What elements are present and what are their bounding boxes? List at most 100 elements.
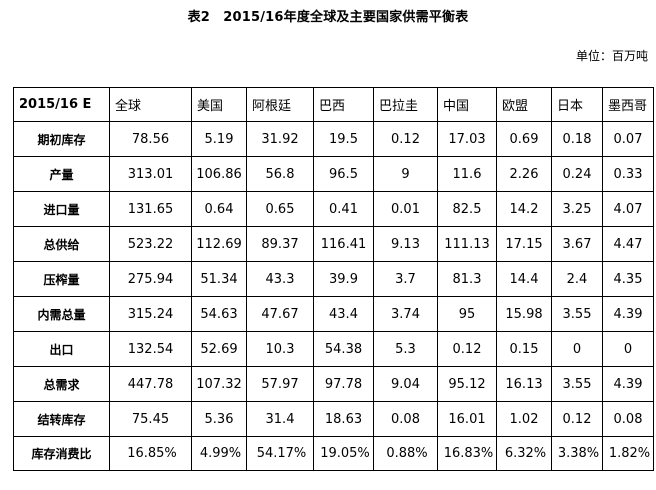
unit-label: 单位：百万吨 — [575, 49, 648, 63]
row-label: 库存消费比 — [13, 436, 110, 471]
column-header: 欧盟 — [496, 87, 552, 122]
column-header: 阿根廷 — [246, 87, 314, 122]
table-cell: 523.22 — [109, 226, 192, 262]
table-cell: 31.92 — [246, 121, 314, 157]
table-cell: 5.3 — [373, 331, 438, 367]
table-cell: 3.38% — [551, 436, 603, 471]
table-cell: 81.3 — [437, 261, 497, 297]
table-cell: 17.03 — [437, 121, 497, 157]
table-cell: 54.17% — [246, 436, 314, 471]
table-row: 压榨量 275.94 51.34 43.3 39.9 3.7 81.3 14.4 2.4 4.35 — [13, 261, 654, 297]
table-cell: 106.86 — [191, 156, 247, 192]
table-cell: 14.4 — [496, 261, 552, 297]
table-cell: 3.55 — [551, 296, 603, 332]
row-label: 结转库存 — [13, 401, 110, 437]
table-cell: 16.13 — [496, 366, 552, 402]
row-label: 期初库存 — [13, 121, 110, 157]
table-cell: 9.13 — [373, 226, 438, 262]
table-cell: 54.63 — [191, 296, 247, 332]
column-header: 日本 — [551, 87, 603, 122]
table-cell: 0.01 — [373, 191, 438, 227]
table-cell: 107.32 — [191, 366, 247, 402]
table-cell: 19.05% — [313, 436, 374, 471]
table-cell: 315.24 — [109, 296, 192, 332]
table-cell: 0.18 — [551, 121, 603, 157]
row-label: 内需总量 — [13, 296, 110, 332]
table-cell: 9 — [373, 156, 438, 192]
table-cell: 16.85% — [109, 436, 192, 471]
table-cell: 54.38 — [313, 331, 374, 367]
table-cell: 14.2 — [496, 191, 552, 227]
table-cell: 4.39 — [602, 296, 654, 332]
table-cell: 0.12 — [437, 331, 497, 367]
table-cell: 6.32% — [496, 436, 552, 471]
table-cell: 39.9 — [313, 261, 374, 297]
table-cell: 16.83% — [437, 436, 497, 471]
table-row: 总供给 523.22 112.69 89.37 116.41 9.13 111.13 17.1… — [13, 226, 654, 262]
table-cell: 75.45 — [109, 401, 192, 437]
table-cell: 82.5 — [437, 191, 497, 227]
table-cell: 2.4 — [551, 261, 603, 297]
supply-demand-table: 2015/16 E 全球 美国 阿根廷 巴西 巴拉圭 中国 欧盟 日本 墨西哥 期初库存 78.56 5… — [13, 87, 654, 471]
table-cell: 0.33 — [602, 156, 654, 192]
row-label: 压榨量 — [13, 261, 110, 297]
table-cell: 0.08 — [602, 401, 654, 437]
table-cell: 0.12 — [551, 401, 603, 437]
table-cell: 0.65 — [246, 191, 314, 227]
table-cell: 11.6 — [437, 156, 497, 192]
table-cell: 2.26 — [496, 156, 552, 192]
table-cell: 0.08 — [373, 401, 438, 437]
table-cell: 0 — [551, 331, 603, 367]
table-cell: 15.98 — [496, 296, 552, 332]
table-cell: 96.5 — [313, 156, 374, 192]
table-cell: 5.19 — [191, 121, 247, 157]
table-cell: 0.41 — [313, 191, 374, 227]
table-cell: 17.15 — [496, 226, 552, 262]
corner-cell: 2015/16 E — [13, 87, 110, 122]
column-header: 中国 — [437, 87, 497, 122]
table-cell: 111.13 — [437, 226, 497, 262]
table-cell: 0.12 — [373, 121, 438, 157]
table-cell: 97.78 — [313, 366, 374, 402]
table-row: 产量 313.01 106.86 56.8 96.5 9 11.6 2.26 0.24 0.33 — [13, 156, 654, 192]
table-cell: 3.25 — [551, 191, 603, 227]
table-cell: 0.15 — [496, 331, 552, 367]
table-cell: 51.34 — [191, 261, 247, 297]
table-row: 总需求 447.78 107.32 57.97 97.78 9.04 95.12 16.13 3… — [13, 366, 654, 402]
table-cell: 131.65 — [109, 191, 192, 227]
table-row: 结转库存 75.45 5.36 31.4 18.63 0.08 16.01 1.02 0.12 0… — [13, 401, 654, 437]
table-cell: 116.41 — [313, 226, 374, 262]
row-label: 产量 — [13, 156, 110, 192]
table-cell: 4.39 — [602, 366, 654, 402]
table-cell: 18.63 — [313, 401, 374, 437]
table-cell: 447.78 — [109, 366, 192, 402]
table-cell: 43.3 — [246, 261, 314, 297]
table-cell: 4.47 — [602, 226, 654, 262]
table-cell: 132.54 — [109, 331, 192, 367]
table-cell: 3.67 — [551, 226, 603, 262]
table-cell: 0 — [602, 331, 654, 367]
table-row: 内需总量 315.24 54.63 47.67 43.4 3.74 95 15.98 3.55 4… — [13, 296, 654, 332]
row-label: 总供给 — [13, 226, 110, 262]
table-cell: 52.69 — [191, 331, 247, 367]
table-cell: 1.02 — [496, 401, 552, 437]
table-cell: 95.12 — [437, 366, 497, 402]
table-cell: 10.3 — [246, 331, 314, 367]
table-cell: 3.7 — [373, 261, 438, 297]
table-cell: 4.99% — [191, 436, 247, 471]
table-cell: 78.56 — [109, 121, 192, 157]
table-cell: 0.07 — [602, 121, 654, 157]
table-row: 库存消费比 16.85% 4.99% 54.17% 19.05% 0.88% 16.83% 6… — [13, 436, 654, 471]
column-header: 墨西哥 — [602, 87, 654, 122]
table-cell: 19.5 — [313, 121, 374, 157]
table-cell: 1.82% — [602, 436, 654, 471]
table-row: 期初库存 78.56 5.19 31.92 19.5 0.12 17.03 0.69 0.18 0… — [13, 121, 654, 157]
table-cell: 0.69 — [496, 121, 552, 157]
table-cell: 0.64 — [191, 191, 247, 227]
table-cell: 5.36 — [191, 401, 247, 437]
table-row: 出口 132.54 52.69 10.3 54.38 5.3 0.12 0.15 0 0 — [13, 331, 654, 367]
column-header: 美国 — [191, 87, 247, 122]
table-cell: 3.74 — [373, 296, 438, 332]
row-label: 总需求 — [13, 366, 110, 402]
table-title: 表2 2015/16年度全球及主要国家供需平衡表 — [187, 10, 469, 25]
